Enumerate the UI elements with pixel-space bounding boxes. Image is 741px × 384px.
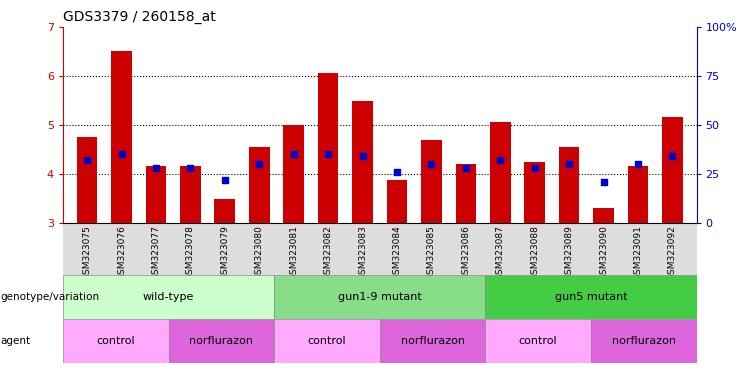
Bar [456,164,476,223]
Text: control: control [519,336,557,346]
Text: genotype/variation: genotype/variation [1,291,100,302]
Text: ■: ■ [70,383,82,384]
Text: gun1-9 mutant: gun1-9 mutant [338,291,422,302]
Bar [352,101,373,223]
Bar [490,122,511,223]
Bar [249,147,270,223]
Bar [214,199,235,223]
Text: norflurazon: norflurazon [190,336,253,346]
Bar [169,319,274,363]
Text: GDS3379 / 260158_at: GDS3379 / 260158_at [63,10,216,25]
Bar [180,166,201,223]
Point [494,157,506,163]
Bar [628,166,648,223]
Point [425,161,437,167]
Bar [111,51,132,223]
Point [322,151,334,157]
Point [563,161,575,167]
Bar [594,208,614,223]
Point [356,153,368,159]
Point [150,165,162,171]
Point [253,161,265,167]
Point [632,161,644,167]
Point [598,179,610,185]
Point [666,153,678,159]
Text: gun5 mutant: gun5 mutant [554,291,628,302]
Bar [77,137,97,223]
Bar [318,73,339,223]
Point [116,151,127,157]
Bar [485,319,591,363]
Point [185,165,196,171]
Point [529,165,541,171]
Bar [379,319,485,363]
Bar [485,275,697,319]
Point [219,177,230,183]
Bar [63,319,169,363]
Point [391,169,403,175]
Bar [274,275,485,319]
Text: wild-type: wild-type [143,291,194,302]
Text: control: control [308,336,346,346]
Bar [421,141,442,223]
Bar [146,166,166,223]
Bar [525,162,545,223]
Bar [559,147,579,223]
Text: control: control [96,336,135,346]
Point [460,165,472,171]
Text: norflurazon: norflurazon [612,336,676,346]
Bar [274,319,380,363]
Bar [387,180,408,223]
Bar [63,275,274,319]
Point [82,157,93,163]
Bar [591,319,697,363]
Point [288,151,299,157]
Text: norflurazon: norflurazon [401,336,465,346]
Bar [283,125,304,223]
Bar [662,118,682,223]
Text: agent: agent [1,336,31,346]
